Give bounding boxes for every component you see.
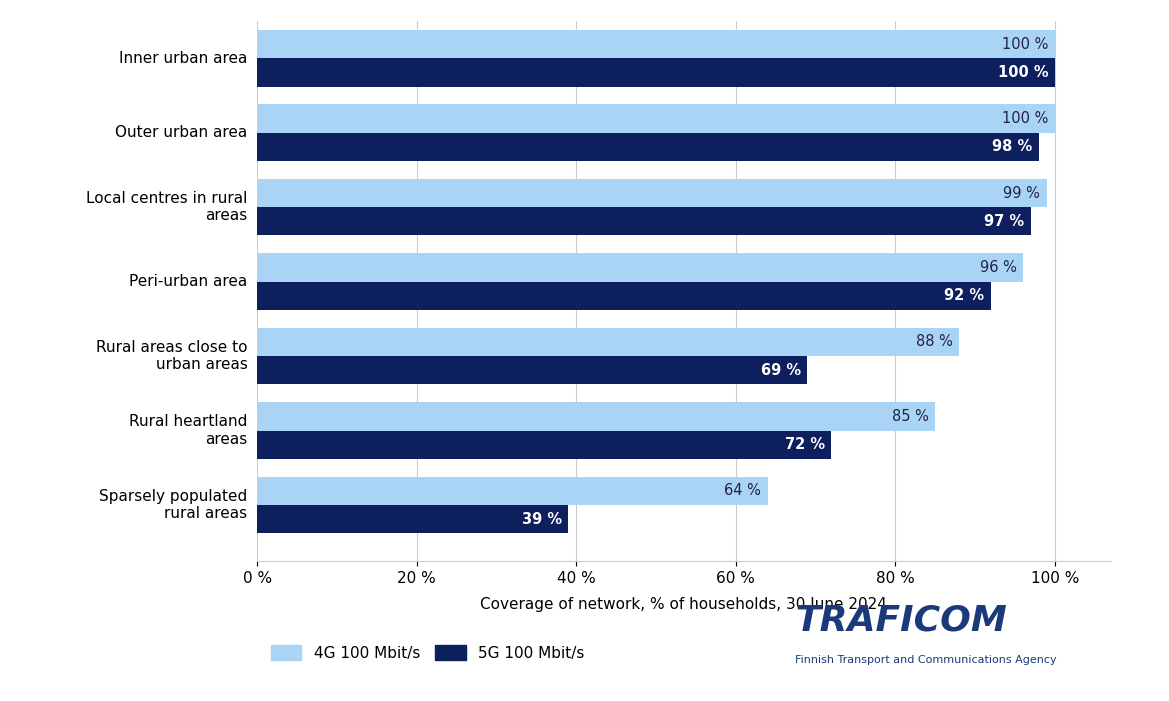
Bar bbox=[257, 356, 808, 384]
Text: Finnish Transport and Communications Agency: Finnish Transport and Communications Age… bbox=[795, 655, 1057, 665]
Bar bbox=[257, 328, 959, 356]
Bar bbox=[257, 402, 935, 430]
Text: 69 %: 69 % bbox=[761, 362, 801, 378]
Bar bbox=[257, 58, 1054, 86]
Text: TRAFICOM: TRAFICOM bbox=[795, 604, 1007, 638]
Text: 100 %: 100 % bbox=[1002, 111, 1049, 126]
X-axis label: Coverage of network, % of households, 30 June 2024: Coverage of network, % of households, 30… bbox=[480, 597, 887, 612]
Text: 39 %: 39 % bbox=[521, 512, 562, 526]
Bar bbox=[257, 505, 568, 533]
Text: 100 %: 100 % bbox=[997, 65, 1049, 80]
Bar bbox=[257, 207, 1031, 236]
Text: 100 %: 100 % bbox=[1002, 36, 1049, 52]
Text: 99 %: 99 % bbox=[1003, 186, 1040, 200]
Bar bbox=[257, 179, 1046, 207]
Text: 97 %: 97 % bbox=[984, 214, 1024, 229]
Text: 92 %: 92 % bbox=[945, 288, 984, 304]
Bar bbox=[257, 132, 1039, 161]
Bar bbox=[257, 430, 831, 458]
Text: 85 %: 85 % bbox=[892, 409, 928, 424]
Text: 98 %: 98 % bbox=[992, 139, 1032, 154]
Text: 72 %: 72 % bbox=[784, 437, 825, 452]
Bar bbox=[257, 477, 768, 505]
Bar bbox=[257, 104, 1054, 132]
Text: 64 %: 64 % bbox=[725, 483, 761, 498]
Bar bbox=[257, 282, 991, 310]
Text: 96 %: 96 % bbox=[980, 260, 1016, 275]
Legend: 4G 100 Mbit/s, 5G 100 Mbit/s: 4G 100 Mbit/s, 5G 100 Mbit/s bbox=[265, 639, 590, 667]
Text: 88 %: 88 % bbox=[915, 334, 953, 349]
Bar bbox=[257, 253, 1023, 282]
Bar bbox=[257, 30, 1054, 58]
